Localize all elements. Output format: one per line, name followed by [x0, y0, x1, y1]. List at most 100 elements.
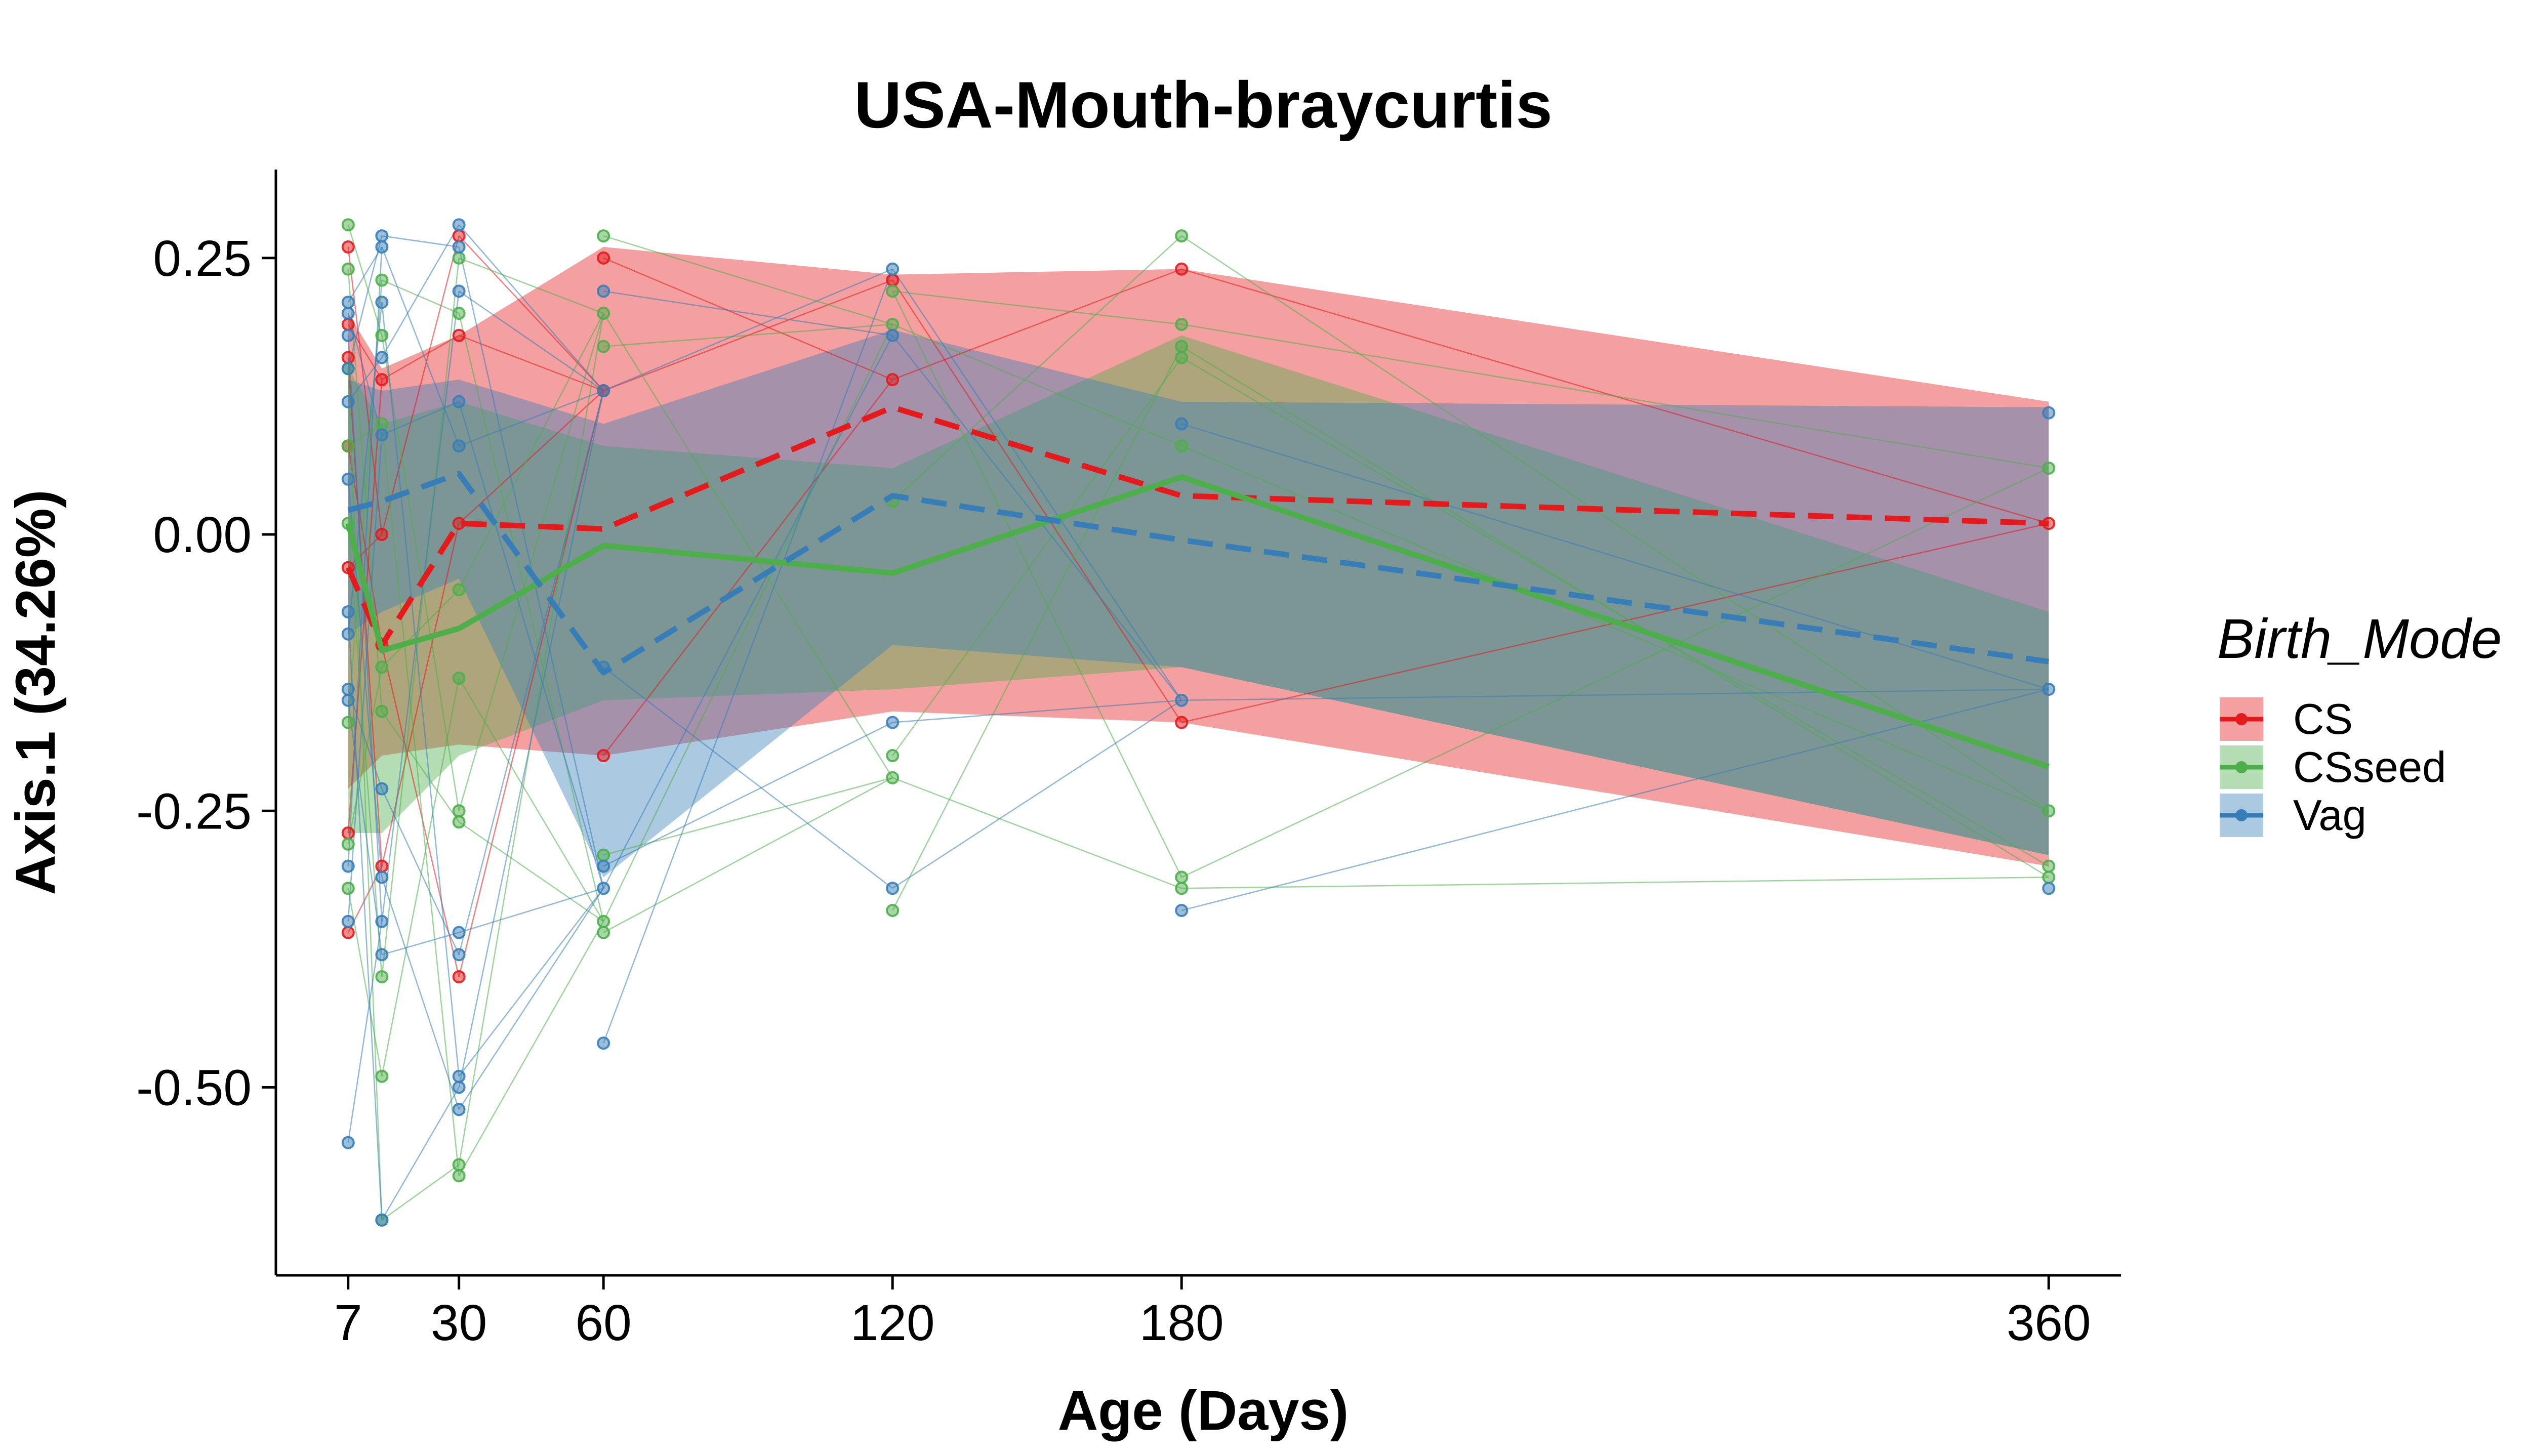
trajectory-segment	[603, 777, 893, 933]
data-point-cs	[452, 970, 466, 984]
subject-trajectories	[347, 224, 2049, 1221]
data-point-vag	[452, 284, 466, 298]
trajectory-segment	[459, 390, 604, 447]
data-point-vag	[597, 859, 610, 873]
trajectory-segment	[381, 424, 460, 1176]
trajectory-segment	[347, 611, 383, 1220]
y-axis-title: Axis.1 (34.26%)	[5, 490, 67, 895]
data-point-vag	[597, 882, 610, 895]
trajectory-segment	[1181, 445, 2049, 812]
x-tick-label: 30	[431, 1295, 487, 1351]
data-point-vag	[341, 627, 355, 641]
chart-title: USA-Mouth-braycurtis	[854, 68, 1552, 142]
trajectory-segment	[892, 290, 1182, 325]
x-tick-label: 180	[1139, 1295, 1224, 1351]
data-point-csseed	[597, 848, 610, 862]
trajectory-segment	[347, 689, 383, 789]
data-point-vag	[341, 605, 355, 618]
trajectory-segment	[458, 246, 604, 889]
trajectory-segment	[381, 335, 460, 381]
data-point-vag	[375, 1213, 389, 1227]
data-point-vag	[375, 428, 389, 442]
data-point-cs	[375, 528, 389, 542]
data-point-vag	[375, 296, 389, 309]
data-point-vag	[2042, 406, 2056, 420]
data-point-vag	[886, 328, 900, 342]
trajectory-segment	[892, 357, 1182, 756]
band-csseed	[348, 335, 2049, 855]
trajectory-segment	[458, 888, 604, 1077]
trajectory-segment	[347, 667, 383, 845]
trajectory-segment	[603, 257, 893, 381]
sample-points	[341, 218, 2056, 1227]
data-point-csseed	[452, 583, 466, 597]
data-point-vag	[375, 351, 389, 364]
trajectory-segment	[381, 1087, 460, 1221]
data-point-csseed	[2042, 804, 2056, 818]
trajectory-segment	[382, 932, 459, 955]
data-point-vag	[597, 384, 610, 397]
confidence-bands	[348, 246, 2049, 878]
data-point-csseed	[341, 262, 355, 276]
data-point-cs	[452, 328, 466, 342]
data-point-csseed	[886, 749, 900, 763]
trajectory-segment	[458, 888, 604, 1110]
data-point-csseed	[452, 804, 466, 818]
trajectory-segment	[459, 888, 604, 933]
trajectory-segment	[892, 699, 1182, 723]
trajectory-segment	[458, 390, 604, 1088]
data-point-csseed	[1175, 229, 1189, 243]
trajectory-segment	[381, 877, 460, 1110]
data-point-csseed	[2042, 870, 2056, 884]
y-tick-label: -0.50	[136, 1060, 252, 1116]
data-point-vag	[375, 782, 389, 796]
data-point-csseed	[375, 417, 389, 431]
data-point-vag	[1175, 693, 1189, 707]
trajectory-segment	[458, 821, 604, 922]
data-point-csseed	[886, 284, 900, 298]
trajectory-segment	[381, 258, 460, 977]
trajectory-segment	[603, 268, 893, 392]
data-point-cs	[597, 749, 610, 763]
trajectory-segment	[347, 921, 383, 1143]
data-point-csseed	[452, 307, 466, 320]
data-point-cs	[341, 926, 355, 939]
data-point-vag	[886, 882, 900, 895]
trajectory-segment	[1181, 688, 2049, 701]
y-tick-label: -0.25	[136, 783, 252, 840]
data-point-vag	[452, 1103, 466, 1116]
band-cs	[348, 246, 2049, 866]
data-point-csseed	[452, 1169, 466, 1183]
data-point-csseed	[341, 716, 355, 729]
legend-label-cs: CS	[2293, 695, 2353, 743]
data-point-vag	[597, 284, 610, 298]
trajectory-segment	[892, 346, 1182, 911]
data-point-vag	[375, 229, 389, 243]
trajectory-segment	[603, 290, 893, 336]
trajectory-segment	[1181, 235, 2049, 812]
data-point-csseed	[1175, 351, 1189, 364]
trajectory-segment	[347, 357, 383, 402]
trajectory-segment	[1181, 323, 2049, 469]
data-point-csseed	[886, 771, 900, 784]
y-tick-label: 0.25	[153, 230, 252, 287]
trajectory-segment	[381, 645, 460, 977]
trajectory-segment	[347, 435, 383, 922]
data-point-csseed	[886, 317, 900, 331]
data-point-csseed	[341, 837, 355, 851]
trajectory-segment	[602, 269, 893, 1044]
data-point-vag	[2042, 882, 2056, 895]
trajectory-segment	[603, 667, 893, 889]
trajectory-segment	[458, 224, 604, 391]
data-point-vag	[452, 218, 466, 232]
data-point-csseed	[341, 218, 355, 232]
data-point-csseed	[597, 926, 610, 939]
trajectory-segment	[381, 302, 460, 1076]
data-point-csseed	[1175, 439, 1189, 453]
trajectory-segment	[458, 235, 604, 391]
data-point-cs	[341, 826, 355, 840]
data-point-csseed	[375, 273, 389, 287]
axes: 7 30 60 120 180 360 0.25 0.00 -0.25 -0.50	[136, 170, 2121, 1351]
mean-lines	[345, 404, 2050, 770]
trajectory-segment	[381, 589, 460, 668]
